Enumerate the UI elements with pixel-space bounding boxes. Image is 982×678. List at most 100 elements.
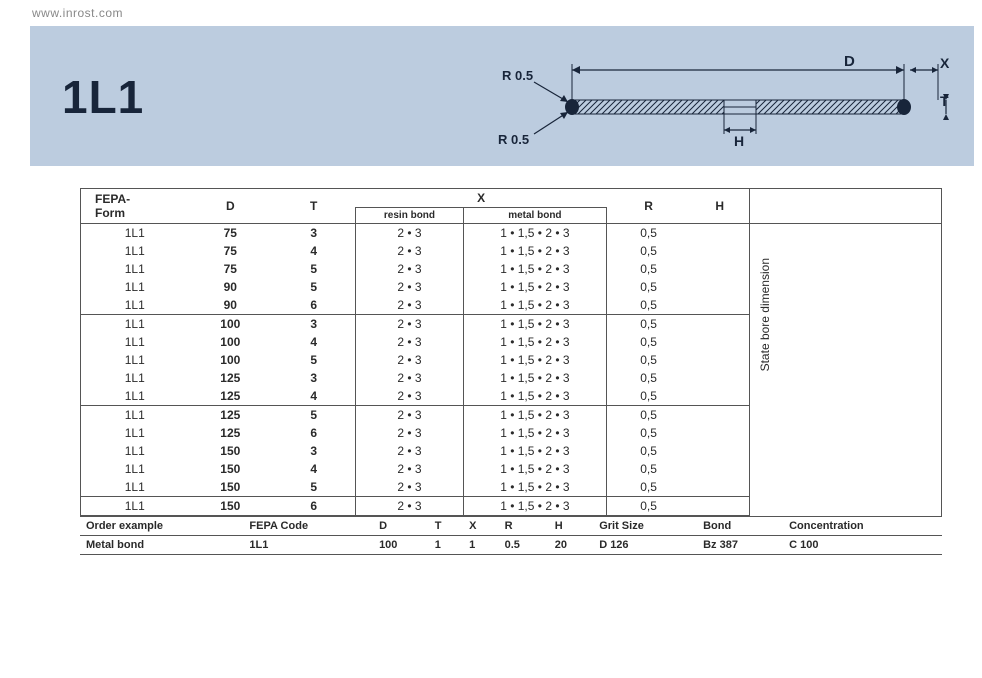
cell-metal: 1 • 1,5 • 2 • 3 — [463, 224, 606, 243]
cell-t: 3 — [272, 315, 356, 334]
cell-fepa: 1L1 — [81, 369, 189, 387]
col-r: R — [607, 189, 691, 224]
dim-r2-label: R 0.5 — [498, 132, 529, 147]
cell-r: 0,5 — [607, 296, 691, 315]
cell-d: 125 — [189, 387, 273, 406]
cell-h — [690, 315, 750, 334]
cell-vtext-empty — [750, 406, 798, 516]
product-code: 1L1 — [62, 70, 144, 124]
cell-r: 0,5 — [607, 406, 691, 425]
cell-t: 3 — [272, 442, 356, 460]
col-x: X — [356, 189, 607, 208]
order-value: C 100 — [783, 536, 942, 555]
cell-fepa: 1L1 — [81, 351, 189, 369]
col-h: H — [690, 189, 750, 224]
cell-t: 5 — [272, 406, 356, 425]
dim-d-label: D — [844, 53, 855, 70]
order-header: Concentration — [783, 517, 942, 536]
order-value: Bz 387 — [697, 536, 783, 555]
spec-table-container: FEPA- Form D T X R H resin bond metal bo… — [80, 188, 942, 516]
cell-resin: 2 • 3 — [356, 424, 464, 442]
cell-resin: 2 • 3 — [356, 497, 464, 516]
cell-t: 5 — [272, 260, 356, 278]
cell-r: 0,5 — [607, 478, 691, 497]
cell-d: 125 — [189, 406, 273, 425]
col-d: D — [189, 189, 273, 224]
cell-r: 0,5 — [607, 333, 691, 351]
page-url: www.inrost.com — [32, 6, 123, 20]
cell-t: 4 — [272, 460, 356, 478]
order-value: 1L1 — [243, 536, 373, 555]
cell-r: 0,5 — [607, 497, 691, 516]
cell-fepa: 1L1 — [81, 497, 189, 516]
col-fepa: FEPA- Form — [81, 189, 189, 224]
cell-d: 150 — [189, 460, 273, 478]
cell-fepa: 1L1 — [81, 242, 189, 260]
cell-resin: 2 • 3 — [356, 442, 464, 460]
cell-h — [690, 224, 750, 243]
dim-r1-label: R 0.5 — [502, 68, 533, 83]
order-value: 1 — [429, 536, 463, 555]
cell-fepa: 1L1 — [81, 406, 189, 425]
cell-metal: 1 • 1,5 • 2 • 3 — [463, 351, 606, 369]
cell-r: 0,5 — [607, 387, 691, 406]
cell-r: 0,5 — [607, 424, 691, 442]
order-label: Metal bond — [80, 536, 243, 555]
cell-r: 0,5 — [607, 315, 691, 334]
cell-r: 0,5 — [607, 278, 691, 296]
col-vtext — [750, 189, 798, 224]
cell-t: 4 — [272, 387, 356, 406]
col-resin: resin bond — [356, 208, 464, 224]
cell-t: 5 — [272, 351, 356, 369]
dim-t-label: T — [940, 93, 949, 109]
cell-metal: 1 • 1,5 • 2 • 3 — [463, 315, 606, 334]
cell-h — [690, 460, 750, 478]
cell-resin: 2 • 3 — [356, 260, 464, 278]
cell-resin: 2 • 3 — [356, 369, 464, 387]
order-value: 0.5 — [499, 536, 549, 555]
cell-fepa: 1L1 — [81, 460, 189, 478]
cell-h — [690, 497, 750, 516]
order-value: 100 — [373, 536, 429, 555]
cell-d: 150 — [189, 442, 273, 460]
cell-t: 6 — [272, 497, 356, 516]
cell-d: 90 — [189, 296, 273, 315]
cell-resin: 2 • 3 — [356, 315, 464, 334]
cell-fepa: 1L1 — [81, 296, 189, 315]
spec-table: FEPA- Form D T X R H resin bond metal bo… — [81, 189, 941, 516]
cell-resin: 2 • 3 — [356, 278, 464, 296]
cell-t: 3 — [272, 369, 356, 387]
cell-metal: 1 • 1,5 • 2 • 3 — [463, 333, 606, 351]
cell-h — [690, 242, 750, 260]
cell-metal: 1 • 1,5 • 2 • 3 — [463, 369, 606, 387]
product-diagram: D X T H R 0.5 R 0.5 — [484, 52, 954, 152]
cell-h — [690, 278, 750, 296]
cell-resin: 2 • 3 — [356, 224, 464, 243]
cell-metal: 1 • 1,5 • 2 • 3 — [463, 278, 606, 296]
cell-t: 4 — [272, 242, 356, 260]
cell-t: 6 — [272, 296, 356, 315]
cell-t: 6 — [272, 424, 356, 442]
order-header: FEPA Code — [243, 517, 373, 536]
cell-metal: 1 • 1,5 • 2 • 3 — [463, 242, 606, 260]
cell-metal: 1 • 1,5 • 2 • 3 — [463, 442, 606, 460]
cell-fepa: 1L1 — [81, 333, 189, 351]
cell-spacer — [798, 224, 941, 516]
order-header: T — [429, 517, 463, 536]
order-header: Bond — [697, 517, 783, 536]
cell-resin: 2 • 3 — [356, 333, 464, 351]
cell-fepa: 1L1 — [81, 224, 189, 243]
cell-vtext: State bore dimension — [750, 224, 798, 406]
header-panel: 1L1 D X T — [30, 26, 974, 166]
cell-h — [690, 442, 750, 460]
cell-metal: 1 • 1,5 • 2 • 3 — [463, 260, 606, 278]
cell-metal: 1 • 1,5 • 2 • 3 — [463, 296, 606, 315]
cell-metal: 1 • 1,5 • 2 • 3 — [463, 478, 606, 497]
cell-h — [690, 369, 750, 387]
cell-metal: 1 • 1,5 • 2 • 3 — [463, 460, 606, 478]
cell-t: 3 — [272, 224, 356, 243]
cell-metal: 1 • 1,5 • 2 • 3 — [463, 424, 606, 442]
col-metal: metal bond — [463, 208, 606, 224]
cell-d: 75 — [189, 242, 273, 260]
cell-resin: 2 • 3 — [356, 387, 464, 406]
